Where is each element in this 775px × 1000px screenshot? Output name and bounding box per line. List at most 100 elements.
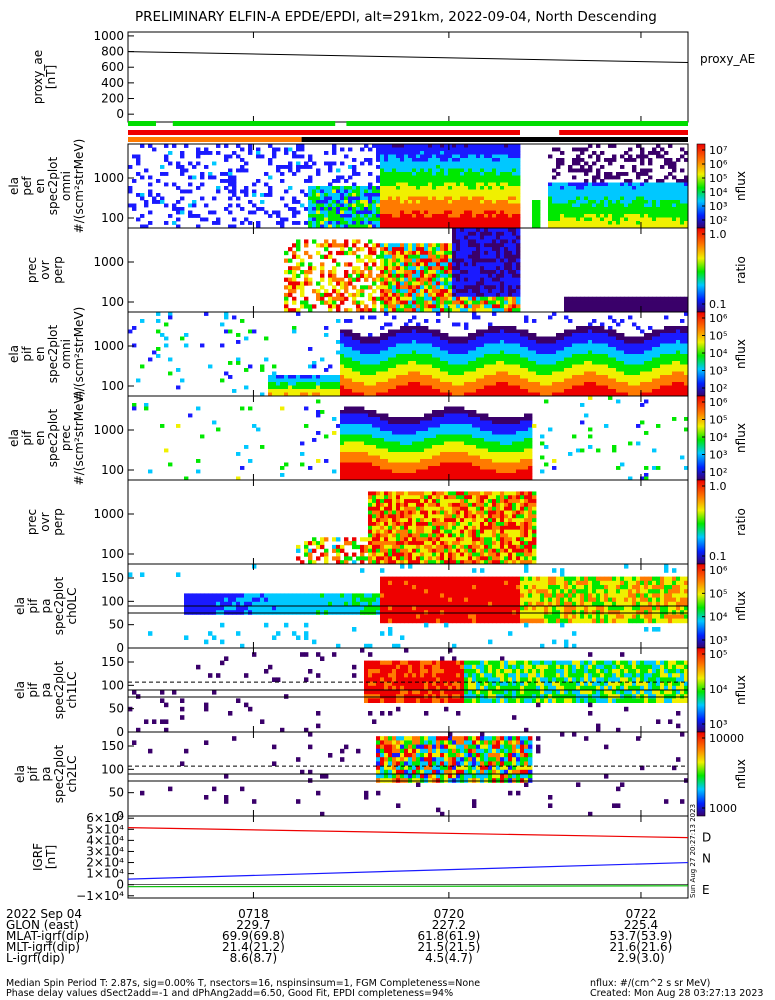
heatmap-cell (412, 285, 417, 290)
heatmap-cell (476, 151, 481, 155)
heatmap-cell (624, 210, 629, 215)
heatmap-cell (580, 368, 585, 372)
heatmap-cell (560, 382, 565, 386)
heatmap-cell (600, 210, 605, 215)
heatmap-cell (664, 200, 669, 204)
heatmap-cell (452, 382, 457, 386)
heatmap-cell (216, 217, 221, 222)
heatmap-cell (632, 165, 637, 169)
heatmap-cell (564, 221, 569, 225)
heatmap-cell (412, 361, 417, 365)
heatmap-cell (684, 158, 689, 162)
heatmap-cell (408, 182, 413, 187)
heatmap-cell (484, 168, 489, 173)
heatmap-cell (272, 375, 277, 379)
heatmap-cell (544, 371, 549, 376)
heatmap-cell (424, 333, 429, 337)
heatmap-cell (488, 336, 493, 341)
heatmap-cell (540, 340, 545, 344)
heatmap-cell (492, 389, 497, 393)
heatmap-cell (644, 340, 649, 344)
heatmap-cell (468, 289, 473, 294)
heatmap-cell (504, 214, 509, 218)
heatmap-cell (408, 392, 413, 397)
heatmap-cell (520, 382, 525, 386)
heatmap-cell (596, 364, 601, 369)
heatmap-cell (248, 329, 253, 334)
heatmap-cell (516, 273, 521, 279)
heatmap-cell (480, 392, 485, 397)
heatmap-cell (472, 389, 477, 393)
heatmap-cell (168, 315, 173, 320)
heatmap-cell (304, 389, 309, 393)
heatmap-cell (340, 364, 345, 369)
heatmap-cell (528, 361, 533, 365)
heatmap-cell (628, 217, 633, 222)
heatmap-cell (512, 385, 517, 390)
heatmap-cell (312, 196, 317, 201)
heatmap-cell (252, 189, 257, 194)
heatmap-cell (436, 175, 441, 180)
heatmap-cell (424, 354, 429, 358)
heatmap-cell (596, 336, 601, 341)
heatmap-cell (476, 221, 481, 225)
heatmap-cell (628, 340, 633, 344)
heatmap-cell (620, 364, 625, 369)
heatmap-cell (516, 217, 521, 222)
heatmap-cell (556, 364, 561, 369)
heatmap-cell (392, 270, 397, 275)
heatmap-cell (196, 161, 201, 166)
heatmap-cell (412, 144, 417, 148)
heatmap-cell (516, 231, 521, 237)
heatmap-cell (504, 371, 509, 376)
heatmap-cell (452, 375, 457, 379)
heatmap-cell (600, 361, 605, 365)
heatmap-cell (656, 200, 661, 204)
heatmap-cell (636, 340, 641, 344)
heatmap-cell (672, 193, 677, 197)
heatmap-cell (604, 175, 609, 180)
heatmap-cell (600, 378, 605, 383)
heatmap-cell (408, 292, 413, 298)
heatmap-cell (676, 392, 681, 397)
heatmap-cell (308, 200, 313, 204)
heatmap-cell (488, 144, 493, 148)
heatmap-cell (376, 158, 381, 162)
heatmap-cell (504, 182, 509, 187)
heatmap-cell (296, 312, 301, 316)
heatmap-cell (652, 224, 657, 229)
heatmap-cell (604, 304, 609, 309)
heatmap-cell (288, 285, 293, 290)
heatmap-cell (552, 368, 557, 372)
heatmap-cell (436, 340, 441, 344)
heatmap-cell (664, 308, 669, 313)
heatmap-cell (464, 186, 469, 190)
heatmap-cell (364, 364, 369, 369)
heatmap-cell (612, 224, 617, 229)
heatmap-cell (152, 196, 157, 201)
heatmap-cell (660, 186, 665, 190)
heatmap-cell (328, 304, 333, 309)
heatmap-cell (284, 292, 289, 298)
heatmap-cell (428, 296, 433, 301)
heatmap-cell (180, 189, 185, 194)
heatmap-cell (532, 207, 537, 211)
heatmap-cell (480, 151, 485, 155)
heatmap-cell (388, 354, 393, 358)
heatmap-cell (236, 333, 241, 337)
heatmap-cell (424, 308, 429, 313)
heatmap-cell (584, 385, 589, 390)
heatmap-cell (440, 336, 445, 341)
heatmap-cell (324, 247, 329, 252)
heatmap-cell (400, 247, 405, 252)
heatmap-cell (472, 385, 477, 390)
heatmap-cell (424, 200, 429, 204)
heatmap-cell (548, 210, 553, 215)
heatmap-cell (472, 285, 477, 290)
heatmap-cell (580, 385, 585, 390)
heatmap-cell (380, 221, 385, 225)
heatmap-cell (348, 147, 353, 152)
heatmap-cell (356, 304, 361, 309)
heatmap-cell (452, 221, 457, 225)
heatmap-cell (632, 382, 637, 386)
